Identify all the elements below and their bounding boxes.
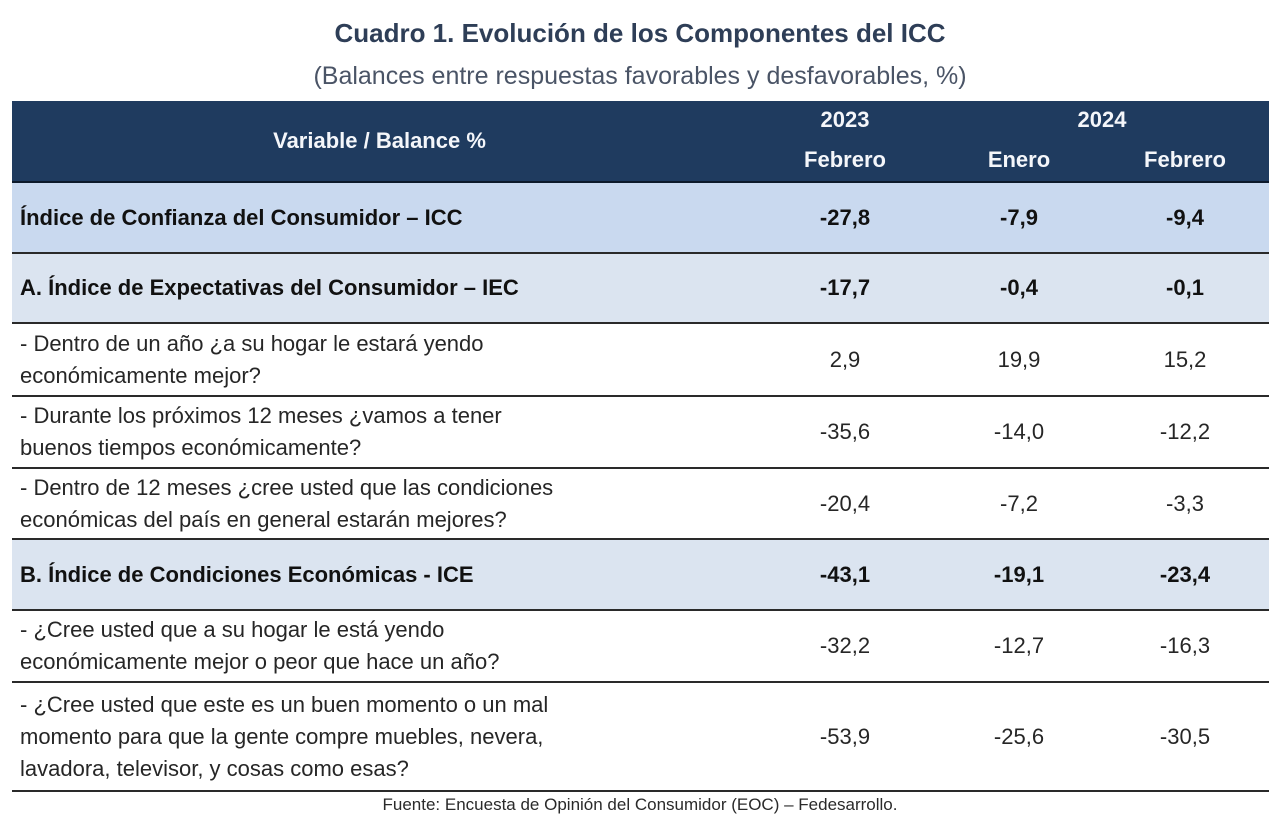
row-value-jan-2024: -0,4 bbox=[1000, 275, 1038, 300]
header-year-2023: 2023 bbox=[820, 107, 870, 132]
table-row-icc: Índice de Confianza del Consumidor – ICC… bbox=[12, 183, 1269, 254]
table-row: - Dentro de 12 meses ¿cree usted que las… bbox=[12, 469, 1269, 540]
row-value-feb-2023: -20,4 bbox=[819, 490, 871, 516]
table-header: Variable / Balance % 2023 2024 Febrero E… bbox=[12, 101, 1269, 183]
row-label: - ¿Cree usted que a su hogar le está yen… bbox=[20, 617, 500, 674]
row-value-jan-2024: -19,1 bbox=[993, 561, 1045, 587]
header-month-feb-2023: Febrero bbox=[804, 147, 886, 172]
table-title: Cuadro 1. Evolución de los Componentes d… bbox=[334, 18, 946, 48]
row-value-feb-2023: -43,1 bbox=[819, 561, 871, 587]
row-label: B. Índice de Condiciones Económicas - IC… bbox=[20, 561, 474, 587]
row-value-feb-2024: -12,2 bbox=[1159, 419, 1211, 444]
header-month-jan-2024: Enero bbox=[987, 147, 1051, 172]
row-value-feb-2023: -35,6 bbox=[819, 419, 871, 444]
icc-components-table: Variable / Balance % 2023 2024 Febrero E… bbox=[12, 101, 1269, 792]
row-value-feb-2024: -23,4 bbox=[1159, 561, 1211, 587]
row-value-feb-2024: -3,3 bbox=[1166, 490, 1204, 516]
table-subtitle: (Balances entre respuestas favorables y … bbox=[313, 62, 967, 90]
row-label: - Dentro de un año ¿a su hogar le estará… bbox=[20, 330, 484, 388]
table-row: - ¿Cree usted que este es un buen moment… bbox=[12, 683, 1269, 792]
table-row: - Durante los próximos 12 meses ¿vamos a… bbox=[12, 397, 1269, 469]
row-value-feb-2023: -32,2 bbox=[819, 633, 871, 658]
source-note: Fuente: Encuesta de Opinión del Consumid… bbox=[382, 795, 898, 814]
row-value-feb-2024: -16,3 bbox=[1159, 633, 1211, 658]
row-value-jan-2024: 19,9 bbox=[997, 346, 1041, 372]
row-value-feb-2023: 2,9 bbox=[829, 346, 861, 372]
table-row-ice: B. Índice de Condiciones Económicas - IC… bbox=[12, 540, 1269, 611]
row-label: A. Índice de Expectativas del Consumidor… bbox=[20, 275, 519, 300]
row-label: - Dentro de 12 meses ¿cree usted que las… bbox=[20, 474, 554, 532]
table-row: - ¿Cree usted que a su hogar le está yen… bbox=[12, 611, 1269, 683]
row-value-jan-2024: -7,9 bbox=[1000, 204, 1038, 230]
row-label: - Durante los próximos 12 meses ¿vamos a… bbox=[20, 403, 502, 460]
row-value-jan-2024: -7,2 bbox=[1000, 490, 1038, 516]
row-value-feb-2023: -27,8 bbox=[819, 204, 871, 230]
row-value-jan-2024: -25,6 bbox=[993, 723, 1045, 749]
row-value-feb-2024: -0,1 bbox=[1166, 275, 1204, 300]
header-variable: Variable / Balance % bbox=[273, 128, 486, 153]
row-label: Índice de Confianza del Consumidor – ICC bbox=[20, 204, 463, 230]
row-value-feb-2023: -17,7 bbox=[819, 275, 871, 300]
row-value-feb-2024: -30,5 bbox=[1159, 723, 1211, 749]
table-row: - Dentro de un año ¿a su hogar le estará… bbox=[12, 324, 1269, 397]
row-value-jan-2024: -14,0 bbox=[993, 419, 1045, 444]
table-row-iec: A. Índice de Expectativas del Consumidor… bbox=[12, 254, 1269, 324]
header-month-feb-2024: Febrero bbox=[1144, 147, 1226, 172]
header-year-2024: 2024 bbox=[1077, 107, 1127, 132]
row-value-feb-2023: -53,9 bbox=[819, 723, 871, 749]
row-label: - ¿Cree usted que este es un buen moment… bbox=[20, 691, 549, 781]
row-value-feb-2024: 15,2 bbox=[1163, 346, 1207, 372]
row-value-feb-2024: -9,4 bbox=[1166, 204, 1204, 230]
row-value-jan-2024: -12,7 bbox=[993, 633, 1045, 658]
